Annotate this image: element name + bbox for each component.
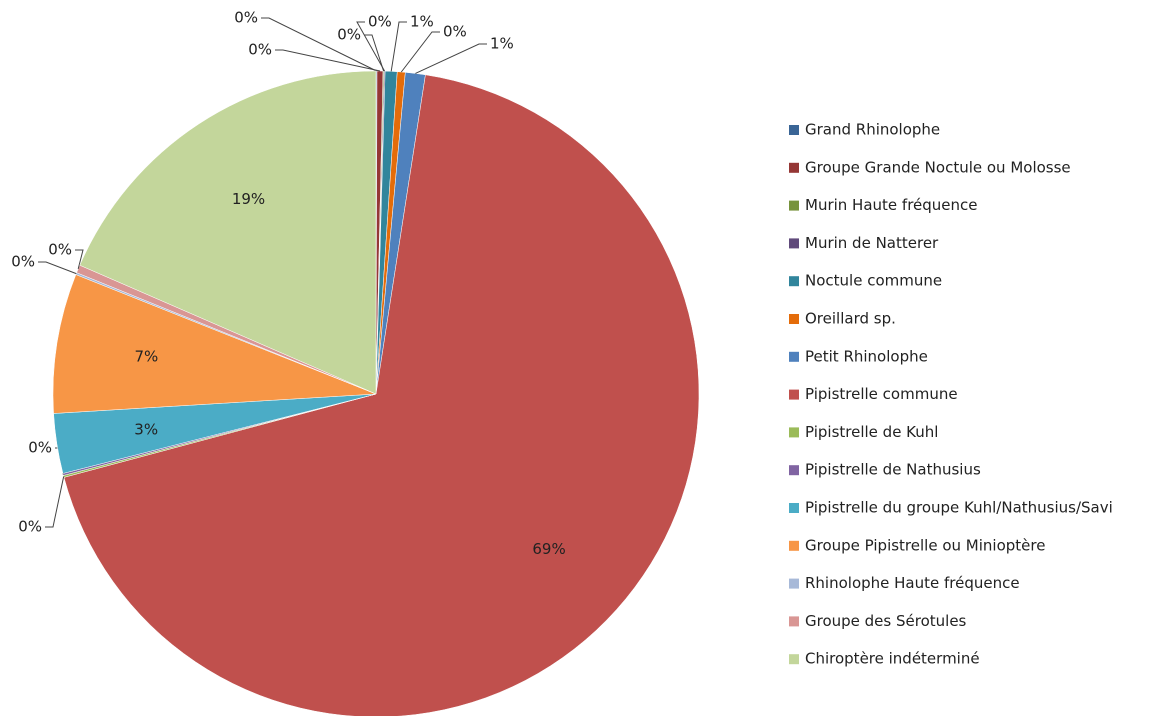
legend-swatch: [789, 389, 799, 400]
legend-label: Pipistrelle commune: [805, 385, 958, 403]
legend-label: Pipistrelle de Nathusius: [805, 461, 981, 479]
pie-slice: [79, 70, 377, 395]
data-label: 3%: [134, 420, 158, 438]
leader-line: [400, 31, 440, 73]
leader-line: [45, 476, 65, 528]
legend-swatch: [789, 503, 799, 513]
pie-slice: [63, 74, 700, 716]
legend-label: Grand Rhinolophe: [805, 121, 940, 139]
legend-label: Chiroptère indéterminé: [805, 650, 980, 668]
legend-swatch: [789, 314, 799, 324]
leader-line: [275, 49, 381, 72]
legend-swatch: [789, 540, 799, 551]
legend-label: Noctule commune: [805, 272, 942, 290]
data-label: 1%: [490, 35, 514, 53]
legend-swatch: [789, 427, 799, 438]
data-label: 1%: [410, 13, 434, 31]
legend-label: Murin de Natterer: [805, 234, 939, 252]
leader-line: [356, 21, 386, 72]
legend-label: Oreillard sp.: [805, 310, 896, 328]
data-label: 0%: [368, 13, 392, 31]
legend-swatch: [789, 351, 799, 362]
data-label: 69%: [532, 540, 565, 558]
legend-swatch: [789, 238, 799, 249]
legend-swatch: [789, 276, 799, 287]
leader-line: [38, 261, 77, 275]
leader-line: [75, 249, 84, 270]
legend-label: Groupe des Sérotules: [805, 612, 967, 630]
data-label: 0%: [48, 241, 72, 259]
legend-label: Rhinolophe Haute fréquence: [805, 574, 1020, 592]
legend-label: Pipistrelle du groupe Kuhl/Nathusius/Sav…: [805, 499, 1113, 517]
leader-line: [364, 34, 385, 72]
legend-swatch: [789, 578, 799, 589]
legend-swatch: [789, 162, 799, 173]
legend-swatch: [789, 654, 799, 665]
data-label: 0%: [248, 41, 272, 59]
pie-slice: [52, 274, 377, 414]
legend-label: Petit Rhinolophe: [805, 347, 928, 365]
legend-swatch: [789, 200, 799, 211]
legend-swatch: [789, 125, 799, 135]
legend-label: Groupe Grande Noctule ou Molosse: [805, 158, 1071, 176]
legend-label: Murin Haute fréquence: [805, 196, 978, 214]
data-label: 0%: [18, 518, 42, 536]
data-label: 7%: [134, 348, 158, 366]
leader-line: [390, 21, 407, 72]
data-label: 19%: [232, 190, 265, 208]
data-label: 0%: [11, 253, 35, 271]
leader-line: [415, 43, 487, 74]
data-label: 0%: [443, 23, 467, 41]
legend-label: Pipistrelle de Kuhl: [805, 423, 938, 441]
legend-swatch: [789, 616, 799, 627]
legend-swatch: [789, 465, 799, 476]
data-label: 0%: [337, 26, 361, 44]
data-label: 0%: [28, 439, 52, 457]
data-label: 0%: [234, 9, 258, 27]
legend-label: Groupe Pipistrelle ou Minioptère: [805, 536, 1045, 554]
leader-line: [261, 17, 377, 72]
